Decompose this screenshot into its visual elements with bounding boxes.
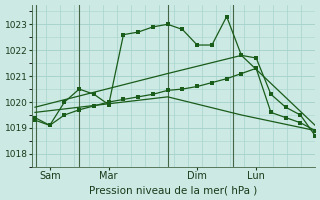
X-axis label: Pression niveau de la mer( hPa ): Pression niveau de la mer( hPa ) <box>90 185 258 195</box>
